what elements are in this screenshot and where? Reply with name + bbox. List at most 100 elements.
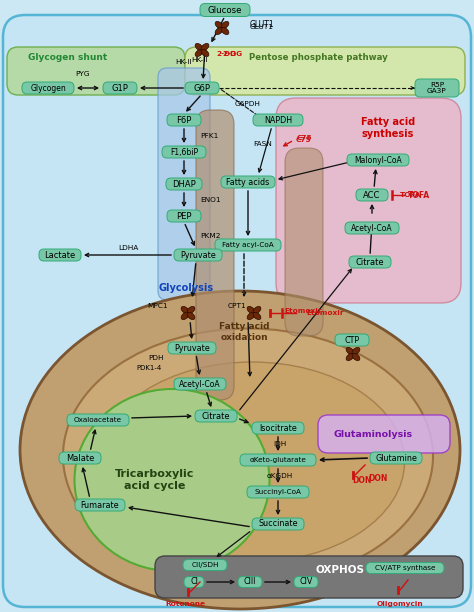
Ellipse shape (63, 329, 433, 583)
Ellipse shape (181, 312, 189, 319)
FancyBboxPatch shape (347, 154, 409, 166)
FancyBboxPatch shape (59, 452, 101, 464)
Text: G6PDH: G6PDH (235, 101, 261, 107)
Ellipse shape (352, 353, 360, 360)
Text: F6P: F6P (176, 116, 191, 124)
FancyBboxPatch shape (174, 249, 222, 261)
Text: CII/SDH: CII/SDH (191, 562, 219, 568)
Text: C75: C75 (296, 137, 311, 143)
FancyBboxPatch shape (238, 577, 262, 588)
Text: Lactate: Lactate (45, 250, 76, 259)
Text: Glycogen: Glycogen (30, 83, 66, 92)
Text: PKM2: PKM2 (200, 233, 220, 239)
FancyBboxPatch shape (253, 114, 303, 126)
FancyBboxPatch shape (168, 342, 216, 354)
Text: αKGDH: αKGDH (267, 473, 293, 479)
Ellipse shape (346, 348, 354, 354)
Text: TOFA: TOFA (408, 190, 430, 200)
FancyBboxPatch shape (185, 47, 465, 95)
FancyBboxPatch shape (195, 410, 237, 422)
Text: DHAP: DHAP (172, 179, 196, 188)
FancyBboxPatch shape (167, 114, 201, 126)
FancyBboxPatch shape (22, 82, 74, 94)
Text: Succinate: Succinate (258, 520, 298, 529)
Text: Fatty acid
oxidation: Fatty acid oxidation (219, 323, 269, 341)
Ellipse shape (247, 312, 255, 319)
Text: FASN: FASN (253, 141, 272, 147)
Text: Etomoxir: Etomoxir (306, 310, 344, 316)
FancyBboxPatch shape (345, 222, 399, 234)
Ellipse shape (181, 307, 189, 313)
Text: Fatty acids: Fatty acids (227, 177, 270, 187)
FancyBboxPatch shape (185, 82, 219, 94)
FancyBboxPatch shape (162, 146, 206, 158)
Ellipse shape (253, 307, 261, 313)
FancyBboxPatch shape (415, 79, 459, 97)
Text: Glycolysis: Glycolysis (158, 283, 214, 293)
FancyBboxPatch shape (3, 15, 471, 607)
FancyBboxPatch shape (158, 68, 210, 300)
FancyBboxPatch shape (196, 110, 234, 400)
Text: Succinyl-CoA: Succinyl-CoA (255, 489, 301, 495)
Text: Glycogen shunt: Glycogen shunt (28, 53, 108, 61)
Text: Fumarate: Fumarate (81, 501, 119, 510)
FancyBboxPatch shape (294, 577, 318, 588)
Text: Malonyl-CoA: Malonyl-CoA (354, 155, 402, 165)
Text: Isocitrate: Isocitrate (259, 424, 297, 433)
Text: OXPHOS: OXPHOS (316, 565, 365, 575)
Text: PDH: PDH (148, 355, 164, 361)
Text: F1,6biP: F1,6biP (170, 147, 198, 157)
Text: Acetyl-CoA: Acetyl-CoA (179, 379, 221, 389)
Text: PDK1-4: PDK1-4 (137, 365, 162, 371)
Text: CIV: CIV (299, 578, 313, 586)
Text: LDHA: LDHA (118, 245, 138, 251)
FancyBboxPatch shape (252, 422, 304, 434)
FancyBboxPatch shape (7, 47, 185, 95)
Text: Malate: Malate (66, 453, 94, 463)
Ellipse shape (215, 28, 223, 35)
Text: CIII: CIII (244, 578, 256, 586)
Ellipse shape (74, 389, 270, 571)
Ellipse shape (221, 28, 229, 35)
Text: CTP: CTP (345, 335, 360, 345)
Ellipse shape (100, 362, 404, 562)
Text: NAPDH: NAPDH (264, 116, 292, 124)
FancyBboxPatch shape (240, 454, 316, 466)
Text: CPT1: CPT1 (227, 303, 246, 309)
FancyBboxPatch shape (200, 4, 250, 17)
FancyBboxPatch shape (167, 210, 201, 222)
Text: HK-II: HK-II (175, 59, 192, 65)
Text: G6P: G6P (193, 83, 210, 92)
Text: 2-DG: 2-DG (216, 51, 236, 57)
Text: Oligomycin: Oligomycin (377, 601, 423, 607)
Text: Citrate: Citrate (202, 411, 230, 420)
Text: GLUT1: GLUT1 (250, 20, 274, 29)
FancyBboxPatch shape (67, 414, 129, 426)
Text: ACC: ACC (363, 190, 381, 200)
Text: Oxaloacetate: Oxaloacetate (74, 417, 122, 423)
FancyBboxPatch shape (349, 256, 391, 268)
Text: C75: C75 (297, 135, 313, 141)
Text: Fatty acid
synthesis: Fatty acid synthesis (361, 118, 415, 139)
FancyBboxPatch shape (356, 189, 388, 201)
Text: G1P: G1P (111, 83, 128, 92)
Text: Fatty acyl-CoA: Fatty acyl-CoA (222, 242, 274, 248)
Text: Pyruvate: Pyruvate (180, 250, 216, 259)
Ellipse shape (253, 312, 261, 319)
Text: CI: CI (190, 578, 198, 586)
Ellipse shape (187, 307, 195, 313)
Ellipse shape (247, 307, 255, 313)
FancyBboxPatch shape (285, 148, 323, 336)
Text: Glucose: Glucose (208, 6, 242, 15)
FancyBboxPatch shape (183, 559, 227, 570)
FancyBboxPatch shape (276, 98, 461, 303)
Text: Pyruvate: Pyruvate (174, 343, 210, 353)
Text: R5P
GA3P: R5P GA3P (427, 82, 447, 94)
Ellipse shape (215, 21, 223, 29)
Text: PFK1: PFK1 (200, 133, 219, 139)
Text: HK-II: HK-II (192, 57, 208, 63)
FancyBboxPatch shape (155, 556, 463, 598)
FancyBboxPatch shape (366, 562, 444, 573)
Text: Glutaminolysis: Glutaminolysis (333, 430, 412, 439)
Ellipse shape (201, 43, 209, 51)
